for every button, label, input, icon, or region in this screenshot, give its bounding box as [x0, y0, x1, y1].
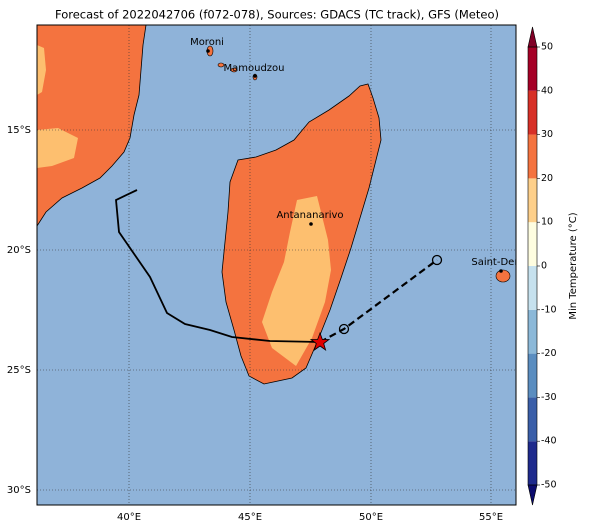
- colorbar-tick-label: 0: [541, 261, 547, 272]
- city-label: Moroni: [190, 37, 224, 48]
- colorbar-segment: [528, 90, 537, 135]
- lat-label: 30°S: [7, 485, 31, 496]
- city-dot: [206, 49, 210, 53]
- colorbar-tick-label: 50: [541, 42, 553, 53]
- track-past: [115, 189, 321, 343]
- colorbar-extend-top: [527, 26, 538, 48]
- colorbar-segment: [528, 266, 537, 310]
- colorbar-tick-label: -30: [541, 392, 557, 403]
- colorbar-segment: [528, 397, 537, 442]
- colorbar-segment: [528, 178, 537, 223]
- city-dot: [253, 74, 257, 78]
- city-label: Saint-Denis: [471, 257, 528, 268]
- city-dot: [309, 222, 313, 226]
- colorbar-tick-label: -20: [541, 348, 557, 359]
- lon-label: 45°E: [238, 512, 262, 523]
- lat-label: 25°S: [7, 365, 31, 376]
- colorbar-segment: [528, 353, 537, 398]
- graticule: [37, 25, 516, 505]
- colorbar-segment: [528, 134, 537, 179]
- city-label: Mamoudzou: [223, 63, 284, 74]
- city-label: Antananarivo: [276, 210, 343, 221]
- city-dot: [499, 269, 503, 273]
- colorbar-segment: [528, 222, 537, 266]
- lon-label: 55°E: [479, 512, 503, 523]
- colorbar-tick-label: 20: [541, 173, 553, 184]
- colorbar-tick-label: 30: [541, 129, 553, 140]
- colorbar-segment: [528, 47, 537, 91]
- colorbar-extend-bottom: [527, 484, 538, 506]
- lat-label: 20°S: [7, 245, 31, 256]
- forecast-point: [431, 254, 443, 266]
- colorbar-tick-label: 10: [541, 217, 553, 228]
- current-position-star: [309, 331, 331, 351]
- colorbar: -50 -40 -30 -20 -10 0 10 20 30 40 50: [527, 26, 557, 506]
- colorbar-segment: [528, 309, 537, 354]
- comoros-island: [217, 62, 225, 68]
- colorbar-tick-label: -40: [541, 436, 557, 447]
- colorbar-tick-label: 40: [541, 85, 553, 96]
- reunion-island: [495, 269, 511, 283]
- map-area: Moroni Mamoudzou Antananarivo Saint-Deni…: [37, 25, 528, 505]
- colorbar-label: Min Temperature (°C): [568, 212, 579, 319]
- lat-label: 15°S: [7, 125, 31, 136]
- colorbar-tick-label: -10: [541, 304, 557, 315]
- africa-land: [37, 25, 147, 227]
- forecast-point: [338, 323, 350, 335]
- lon-label: 50°E: [359, 512, 383, 523]
- lon-label: 40°E: [117, 512, 141, 523]
- colorbar-segment: [528, 441, 537, 485]
- track-forecast: [319, 259, 438, 343]
- comoros-island: [230, 67, 238, 73]
- title: Forecast of 2022042706 (f072-078), Sourc…: [55, 8, 499, 22]
- africa-warm: [37, 45, 78, 168]
- madagascar-warm: [262, 196, 331, 366]
- colorbar-tick-label: -50: [541, 480, 557, 491]
- map-frame: [36, 24, 517, 506]
